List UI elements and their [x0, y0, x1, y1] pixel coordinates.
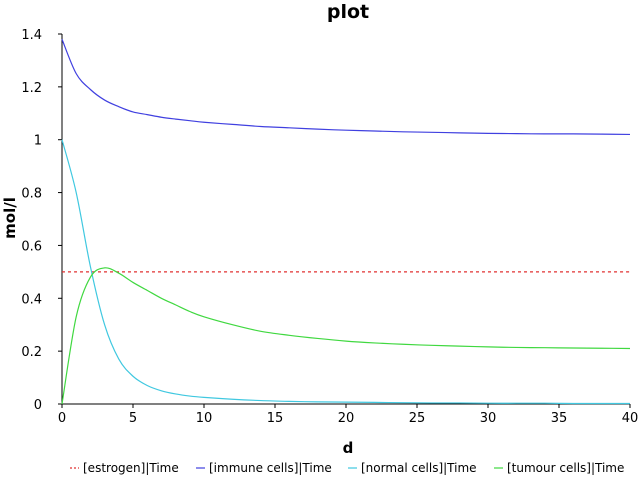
series-line	[61, 39, 631, 136]
y-tick-label: 0.6	[21, 239, 42, 254]
axes: 0 5 10 15 20 25 30 35 40 0 0.2 0.4 0.6 0.8 1 1.2 1.4	[21, 28, 638, 426]
y-tick-label: 0	[34, 398, 42, 413]
y-tick-label: 1.2	[21, 81, 42, 96]
x-tick-label: 5	[129, 411, 137, 426]
legend-label: [estrogen]|Time	[83, 461, 179, 475]
legend-label: [immune cells]|Time	[209, 461, 332, 475]
legend: [estrogen]|Time [immune cells]|Time [norma…	[70, 461, 624, 475]
y-axis-label: mol/l	[1, 197, 19, 239]
series-line	[61, 267, 631, 405]
x-tick-label: 0	[58, 411, 66, 426]
x-tick-label: 35	[551, 411, 568, 426]
y-tick-label: 0.2	[21, 345, 42, 360]
x-tick-label: 25	[409, 411, 426, 426]
y-tick-label: 1.4	[21, 28, 42, 43]
y-tick-label: 0.4	[21, 292, 42, 307]
chart-title: plot	[327, 1, 369, 23]
y-tick-label: 0.8	[21, 187, 42, 202]
y-tick-label: 1	[34, 134, 42, 149]
x-tick-label: 20	[338, 411, 355, 426]
legend-label: [normal cells]|Time	[361, 461, 477, 475]
x-tick-label: 30	[480, 411, 497, 426]
x-axis-label: d	[343, 439, 354, 457]
x-tick-label: 40	[622, 411, 639, 426]
plot-lines	[61, 39, 631, 405]
series-line	[61, 139, 630, 405]
legend-label: [tumour cells]|Time	[507, 461, 624, 475]
x-tick-label: 15	[267, 411, 284, 426]
x-tick-label: 10	[196, 411, 213, 426]
